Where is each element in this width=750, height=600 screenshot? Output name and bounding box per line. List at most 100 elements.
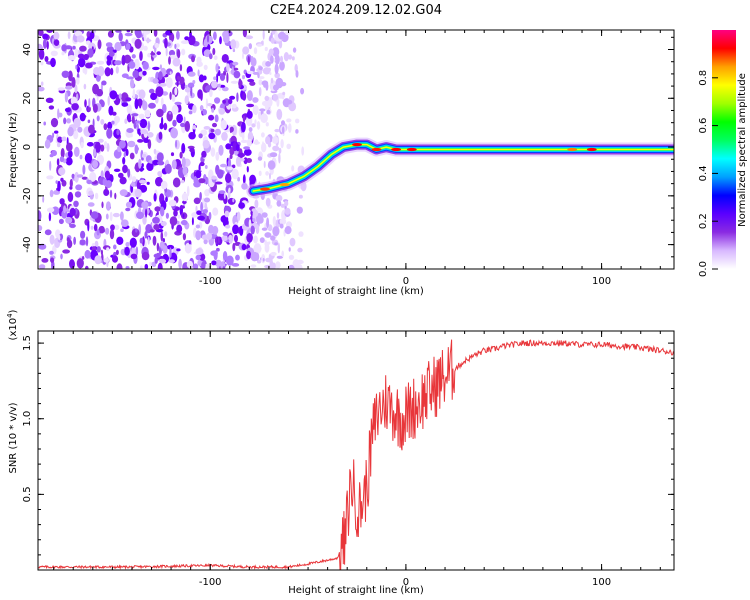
noise-cell: [265, 197, 271, 207]
noise-cell: [261, 132, 265, 138]
noise-cell: [52, 132, 55, 138]
noise-cell: [60, 177, 64, 182]
noise-cell: [221, 131, 228, 141]
noise-cell: [298, 194, 303, 199]
noise-cell: [261, 142, 267, 153]
heatmap-marks: [38, 30, 674, 269]
noise-cell: [38, 30, 44, 36]
x-tick-label: -100: [199, 577, 222, 588]
noise-cell: [67, 126, 74, 137]
noise-cell: [109, 211, 113, 222]
noise-cell: [195, 205, 198, 213]
noise-cell: [181, 179, 185, 184]
noise-cell: [156, 108, 164, 118]
noise-cell: [202, 209, 208, 214]
noise-cell: [253, 235, 258, 244]
noise-cell: [142, 99, 146, 109]
noise-cell: [242, 174, 246, 185]
colorbar-gradient: [712, 30, 736, 269]
noise-cell: [178, 258, 182, 269]
noise-cell: [211, 260, 217, 266]
noise-cell: [162, 245, 168, 254]
noise-cell: [61, 51, 65, 56]
noise-cell: [38, 210, 42, 222]
noise-cell: [153, 148, 157, 154]
noise-cell: [131, 176, 137, 183]
noise-cell: [233, 70, 241, 79]
noise-cell: [105, 227, 110, 235]
noise-cell: [76, 174, 84, 178]
noise-cell: [247, 55, 250, 66]
noise-cell: [143, 138, 150, 143]
noise-cell: [71, 77, 76, 88]
noise-cell: [142, 70, 147, 76]
noise-cell: [195, 170, 202, 179]
noise-cell: [168, 259, 175, 264]
noise-cell: [87, 202, 95, 207]
colorbar-label: Normalized spectral amplitude: [737, 73, 748, 227]
noise-cell: [227, 197, 236, 205]
noise-cell: [65, 85, 73, 90]
noise-cell: [113, 244, 117, 250]
noise-cell: [64, 91, 68, 103]
noise-cell: [134, 98, 139, 110]
signal-peak: [391, 147, 402, 152]
noise-cell: [82, 164, 86, 175]
noise-cell: [79, 239, 86, 246]
snr-panel: -100 0 100 0.5 1.0 1.5 Height of straight li…: [6, 309, 675, 596]
noise-cell: [131, 228, 140, 238]
noise-cell: [272, 136, 277, 144]
noise-cell: [211, 107, 215, 113]
noise-cell: [110, 224, 115, 231]
noise-cell: [272, 216, 276, 226]
noise-cell: [80, 141, 84, 149]
noise-cell: [103, 123, 108, 131]
noise-cell: [250, 57, 257, 67]
noise-cell: [147, 52, 152, 58]
noise-cell: [237, 211, 241, 222]
noise-cell: [255, 224, 260, 235]
noise-cell: [182, 200, 187, 205]
noise-cell: [180, 219, 188, 226]
signal-peak: [586, 147, 597, 152]
noise-cell: [246, 70, 255, 75]
noise-cell: [214, 97, 221, 104]
noise-cell: [242, 46, 250, 55]
noise-cell: [295, 70, 299, 78]
colorbar-tick-label: 0.4: [698, 165, 709, 181]
y-tick-label: 0: [22, 144, 33, 150]
noise-cell: [192, 80, 196, 84]
noise-cell: [191, 217, 194, 226]
noise-cell: [262, 258, 265, 262]
noise-cell: [242, 75, 245, 80]
noise-cell: [76, 258, 84, 269]
noise-cell: [274, 242, 278, 246]
noise-cell: [215, 63, 219, 73]
noise-cell: [282, 96, 285, 100]
noise-cell: [252, 218, 256, 223]
noise-cell: [102, 178, 108, 186]
noise-cell: [164, 37, 168, 49]
noise-cell: [169, 247, 172, 258]
noise-cell: [226, 63, 230, 72]
noise-cell: [103, 188, 110, 196]
noise-cell: [104, 170, 111, 179]
noise-cell: [93, 148, 97, 158]
noise-cell: [40, 61, 44, 66]
noise-cell: [274, 72, 281, 79]
noise-cell: [227, 159, 232, 167]
noise-cell: [263, 160, 266, 169]
noise-cell: [139, 118, 148, 129]
noise-cell: [181, 40, 189, 44]
noise-cell: [242, 52, 244, 60]
noise-cell: [141, 157, 144, 161]
noise-cell: [162, 238, 165, 243]
y-tick-label: 20: [22, 92, 33, 105]
noise-cell: [157, 171, 163, 177]
noise-cell: [181, 48, 186, 56]
noise-cell: [188, 131, 196, 140]
noise-cell: [84, 153, 93, 164]
noise-cell: [46, 40, 49, 50]
noise-cell: [156, 242, 160, 252]
noise-cell: [256, 43, 263, 47]
